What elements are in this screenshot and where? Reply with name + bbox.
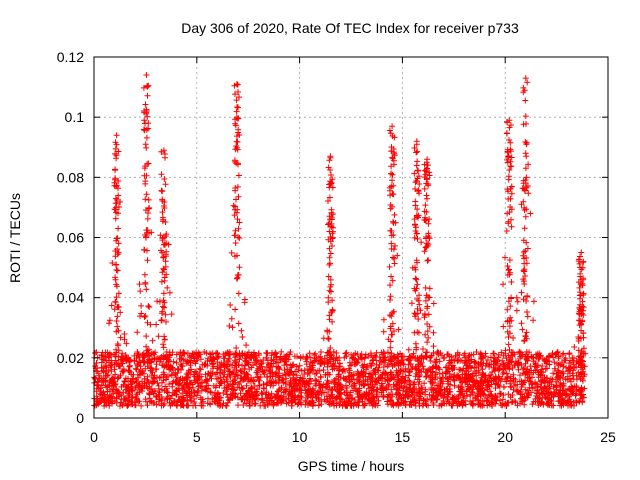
x-tick-label: 10 [292, 429, 308, 445]
y-tick-label: 0.04 [57, 290, 84, 306]
x-tick-label: 15 [395, 429, 411, 445]
y-tick-label: 0.02 [57, 350, 84, 366]
y-tick-label: 0.12 [57, 49, 84, 65]
axes: 0 5 10 15 20 25 0 0.02 0.04 0.06 0.08 0.1 0.12 [57, 49, 616, 445]
x-tick-label: 20 [497, 429, 513, 445]
x-tick-label: 25 [600, 429, 616, 445]
scatter-points [91, 72, 589, 409]
x-axis-label: GPS time / hours [298, 458, 405, 474]
x-tick-label: 0 [90, 429, 98, 445]
y-axis-label: ROTI / TECUs [7, 193, 23, 283]
roti-data-points [91, 72, 589, 409]
y-tick-label: 0.1 [65, 109, 85, 125]
y-tick-label: 0.08 [57, 169, 84, 185]
y-tick-label: 0.06 [57, 230, 84, 246]
y-tick-label: 0 [76, 410, 84, 426]
chart-title: Day 306 of 2020, Rate Of TEC Index for r… [181, 20, 519, 36]
x-tick-label: 5 [193, 429, 201, 445]
